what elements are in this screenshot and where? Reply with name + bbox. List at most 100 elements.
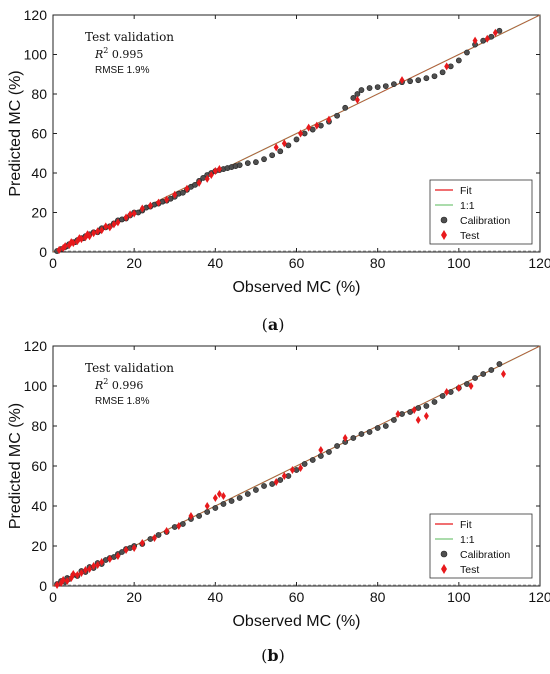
test-point — [147, 201, 153, 210]
calibration-point — [261, 483, 267, 489]
test-point — [123, 546, 129, 554]
calibration-point — [366, 429, 373, 435]
legend-test-label: Test — [460, 230, 479, 242]
calibration-point — [439, 69, 446, 76]
calibration-point — [236, 162, 243, 168]
x-tick-label: 120 — [528, 589, 550, 605]
legend-box — [429, 513, 533, 579]
test-point — [314, 121, 320, 130]
test-point — [139, 204, 145, 213]
calibration-point — [293, 136, 300, 143]
legend-box — [429, 179, 533, 245]
calibration-point — [480, 371, 487, 377]
calibration-point — [326, 449, 332, 455]
test-point — [411, 406, 417, 414]
test-point — [78, 235, 84, 244]
chart-panel-b: 0 20 40 60 80 100 120 0 20 40 60 80 100 120 Observed M… — [7, 338, 550, 665]
y-tick-label: 80 — [31, 418, 47, 434]
calibration-point — [488, 367, 495, 373]
test-point — [111, 220, 117, 229]
y-tick-label: 40 — [31, 498, 47, 514]
test-point — [56, 246, 62, 255]
y-tick-label: 40 — [31, 165, 47, 181]
calibration-point — [309, 126, 316, 133]
chart-panel-a: 0 20 40 60 80 100 120 0 20 40 60 80 100 120 Observed M… — [7, 7, 550, 334]
calibration-point — [196, 513, 202, 519]
test-point — [444, 62, 450, 71]
calibration-point — [455, 57, 462, 64]
series-test — [54, 370, 506, 589]
test-point — [468, 382, 474, 390]
legend-test-swatch — [441, 230, 447, 240]
y-tick-label: 100 — [24, 378, 48, 394]
x-tick-label: 120 — [528, 255, 550, 271]
test-point — [156, 198, 162, 207]
test-point — [82, 566, 88, 574]
panel-caption: (a) — [262, 315, 285, 334]
test-point — [172, 190, 178, 199]
test-point — [103, 222, 109, 231]
test-point — [415, 416, 421, 424]
annotation-title: Test validation — [85, 30, 174, 44]
y-tick-label: 60 — [31, 126, 47, 142]
test-point — [273, 478, 279, 486]
test-point — [326, 115, 332, 124]
test-point — [298, 464, 304, 472]
test-point — [64, 577, 70, 585]
calibration-point — [407, 409, 414, 415]
calibration-point — [204, 509, 211, 515]
calibration-point — [147, 536, 154, 542]
panel-caption: (b) — [261, 646, 285, 665]
calibration-point — [423, 403, 430, 409]
test-point — [60, 576, 66, 584]
test-point — [131, 209, 137, 218]
test-point — [95, 227, 101, 236]
calibration-point — [480, 37, 487, 44]
test-point — [87, 232, 93, 241]
test-point — [91, 562, 97, 570]
calibration-point — [390, 81, 397, 88]
test-point — [87, 565, 93, 573]
legend-test-swatch — [441, 564, 447, 574]
calibration-point — [269, 481, 276, 487]
calibration-point — [192, 181, 198, 188]
legend-calibration-swatch — [440, 216, 448, 224]
test-point — [281, 139, 287, 148]
calibration-point — [423, 75, 430, 82]
test-point — [399, 76, 405, 85]
test-point — [107, 223, 113, 232]
calibration-point — [496, 361, 503, 367]
x-tick-label: 0 — [49, 589, 57, 605]
calibration-point — [285, 142, 292, 149]
test-point — [456, 384, 462, 392]
calibration-point — [236, 495, 243, 501]
test-point — [78, 569, 84, 577]
x-tick-label: 40 — [208, 255, 224, 271]
y-tick-label: 100 — [24, 47, 48, 63]
y-tick-label: 120 — [24, 7, 48, 23]
calibration-point — [228, 498, 235, 504]
test-point — [176, 522, 182, 530]
annotation-title: Test validation — [85, 361, 174, 375]
test-point — [99, 226, 105, 235]
calibration-point — [390, 417, 397, 423]
test-point — [216, 165, 222, 174]
y-tick-label: 80 — [31, 86, 47, 102]
calibration-point — [431, 73, 438, 80]
calibration-point — [366, 85, 373, 91]
calibration-point — [212, 505, 219, 511]
x-axis-label: Observed MC (%) — [232, 613, 360, 630]
test-point — [444, 388, 450, 396]
y-tick-label: 0 — [39, 244, 47, 260]
test-point — [115, 218, 121, 227]
test-point — [127, 210, 133, 219]
test-point — [212, 167, 218, 176]
calibration-point — [488, 33, 495, 40]
calibration-point — [350, 95, 357, 101]
test-point — [289, 466, 295, 474]
test-point — [91, 229, 97, 238]
test-point — [492, 28, 498, 37]
x-tick-label: 40 — [208, 589, 224, 605]
test-point — [196, 178, 202, 187]
calibration-point — [277, 148, 284, 155]
